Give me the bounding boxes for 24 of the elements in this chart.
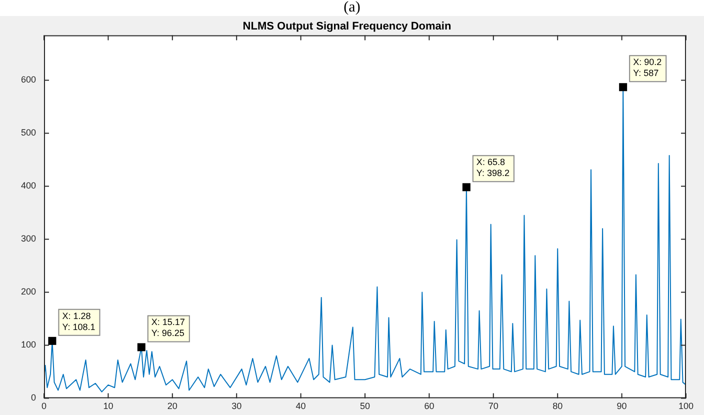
y-tick-label: 300	[20, 234, 36, 244]
y-tick-label: 400	[20, 180, 36, 191]
y-tick-label: 200	[20, 286, 36, 297]
text: (a)	[344, 0, 360, 16]
x-tick-label: 60	[424, 401, 434, 412]
chart-title: NLMS Output Signal Frequency Domain	[242, 20, 452, 33]
x-tick-label: 30	[232, 401, 242, 412]
x-tick-label: 0	[41, 401, 47, 412]
x-tick-label: 100	[678, 401, 694, 412]
y-tick-label: 600	[20, 74, 36, 85]
annotation: X: 1.28 Y: 108.1	[62, 310, 96, 332]
y-tick-label: 0	[30, 392, 36, 403]
y-tick-label: 100	[20, 340, 36, 350]
annotation: X: 65.8 Y: 398.2	[476, 157, 510, 178]
x-tick-label: 40	[296, 401, 306, 412]
y-tick-label: 500	[20, 128, 36, 138]
annotation: X: 15.17 Y: 96.25	[151, 317, 185, 338]
annotation: X: 90.2 Y: 587	[633, 57, 662, 78]
x-tick-label: 20	[167, 401, 178, 412]
x-tick-label: 70	[488, 401, 498, 412]
x-tick-label: 80	[552, 401, 563, 412]
x-tick-label: 50	[360, 401, 370, 412]
x-tick-label: 10	[103, 401, 114, 412]
x-tick-label: 90	[616, 401, 627, 412]
